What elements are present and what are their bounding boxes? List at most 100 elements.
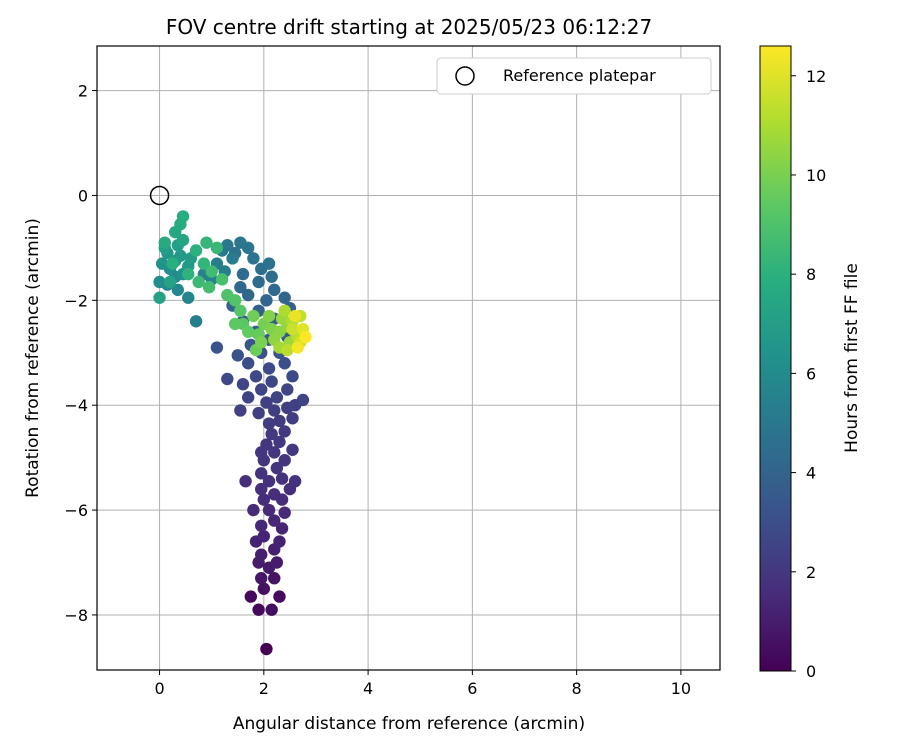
colorbar-label: Hours from first FF file [842,263,862,453]
colorbar-tick-label: 6 [806,364,816,383]
data-point [275,522,289,535]
data-point [288,475,302,488]
y-tick-label: 0 [78,186,88,205]
data-point [281,383,294,396]
points-layer [149,185,312,656]
data-point [299,330,312,344]
data-point [249,370,263,383]
data-point [260,438,273,451]
data-point [262,362,276,375]
data-point [270,391,284,404]
data-point [215,273,229,286]
colorbar-tick-label: 4 [806,464,816,483]
data-point [270,461,284,475]
data-point [278,291,291,304]
x-tick-label: 8 [572,679,582,698]
data-point [286,370,299,383]
x-tick-label: 10 [671,679,691,698]
data-point [241,391,255,404]
data-point [273,435,286,449]
data-point [278,454,291,467]
data-point [247,503,260,517]
data-point [291,341,304,354]
data-point [158,236,171,249]
data-point [205,265,218,278]
data-point [268,446,281,459]
y-tick-label: −2 [64,291,88,310]
colorbar-tick-label: 10 [806,166,826,185]
data-point [252,406,265,420]
data-point [210,341,224,354]
ticks-layer: 0 2 4 6 8 10 −8 −6 −4 −2 0 2 [64,82,691,698]
data-point [155,257,169,270]
data-point [239,475,252,488]
data-point [255,383,268,396]
data-point [288,309,302,323]
data-point [255,548,268,561]
data-point [278,304,291,318]
data-point [262,309,276,323]
x-tick-label: 0 [154,679,164,698]
data-point [281,343,294,357]
data-point [260,396,273,409]
data-point [268,488,281,501]
data-point [241,325,255,338]
data-point [210,241,224,255]
data-point [273,590,286,603]
data-point [255,482,268,496]
data-point [286,412,299,425]
data-point [163,275,177,289]
data-point [182,291,195,304]
colorbar-tick-label: 8 [806,265,816,284]
data-point [278,506,291,519]
data-point [262,257,276,270]
grid-layer [97,46,720,670]
data-point [255,519,268,532]
data-point [278,425,291,438]
legend-open-circle-icon [455,66,475,86]
y-axis-label: Rotation from reference (arcmin) [23,218,43,498]
data-point [265,375,278,388]
x-tick-label: 6 [467,679,477,698]
data-point [234,304,247,318]
x-axis-label: Angular distance from reference (arcmin) [233,714,585,734]
chart-title: FOV centre drift starting at 2025/05/23 … [166,15,652,39]
data-point [247,309,260,323]
data-point [257,493,271,506]
data-point [262,417,276,430]
data-point [257,530,271,543]
data-point [174,249,187,262]
data-point [265,270,278,283]
colorbar-ticks: 0 2 4 6 8 10 12 [791,67,826,681]
y-tick-label: 2 [78,82,88,101]
data-point [268,514,281,527]
plot-frame [96,45,721,671]
data-point [226,252,239,265]
data-point [286,443,299,456]
data-point [260,642,273,656]
data-point [262,503,276,517]
data-point [153,291,166,304]
data-point [252,275,265,289]
data-point [268,572,281,585]
data-point [234,281,247,294]
y-tick-label: −6 [64,501,88,520]
reference-platepar-marker [149,185,170,206]
data-point [202,281,216,294]
y-tick-label: −8 [64,606,88,625]
data-point [278,357,291,370]
data-point [236,378,250,391]
data-point [234,404,247,417]
data-point [176,233,190,247]
data-point [247,252,260,265]
data-point [296,393,310,407]
y-tick-label: −4 [64,396,88,415]
data-point [265,427,278,441]
x-tick-label: 4 [363,679,373,698]
legend-entry: Reference platepar [503,66,656,85]
data-point [270,556,284,569]
data-point [189,315,203,328]
data-point [236,267,250,281]
data-point [200,236,213,249]
